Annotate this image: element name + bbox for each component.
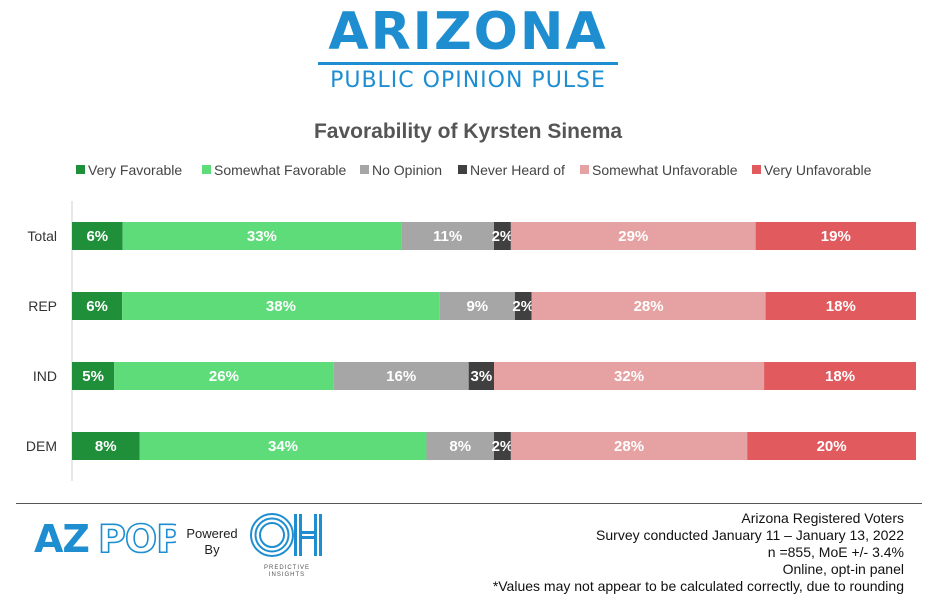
data-label: 6% <box>86 298 108 315</box>
legend-label: Somewhat Unfavorable <box>592 162 738 178</box>
legend-item-somewhat-unfavorable: Somewhat Unfavorable <box>580 162 738 178</box>
data-label: 11% <box>433 228 462 245</box>
azpop-logo: AZ POP <box>34 516 185 562</box>
data-label: 32% <box>614 368 644 385</box>
header-logo: ARIZONA PUBLIC OPINION PULSE <box>0 4 936 93</box>
legend-label: Very Unfavorable <box>764 162 872 178</box>
chart-legend: Very Favorable Somewhat Favorable No Opi… <box>76 162 926 180</box>
footer-divider <box>16 503 922 504</box>
category-label: REP <box>28 298 57 314</box>
bar-segment <box>510 222 756 250</box>
data-label: 38% <box>266 298 296 315</box>
data-label: 2% <box>492 228 514 245</box>
data-label: 34% <box>268 438 298 455</box>
legend-label: No Opinion <box>372 162 443 178</box>
legend-item-no-opinion: No Opinion <box>360 162 442 178</box>
logo-divider <box>318 62 618 65</box>
bar-segment <box>468 362 494 390</box>
data-label: 2% <box>492 438 514 455</box>
legend-swatch <box>580 165 589 174</box>
stacked-bar-chart: Total 6% 33% 11% 2% 29% 19% REP 6% 38% 9% 2% 28% 18% I… <box>26 201 916 481</box>
legend-label: Somewhat Favorable <box>214 162 347 178</box>
svg-text:AZ: AZ <box>34 517 89 556</box>
legend-swatch <box>752 165 761 174</box>
data-label: 33% <box>247 228 277 245</box>
bar-segment <box>333 362 469 390</box>
bar-segment <box>72 222 123 250</box>
category-label: IND <box>33 368 57 384</box>
data-label: 26% <box>209 368 239 385</box>
legend-label: Very Favorable <box>88 162 183 178</box>
bar-segment <box>401 222 494 250</box>
legend-swatch <box>360 165 369 174</box>
logo-subtitle: PUBLIC OPINION PULSE <box>330 68 606 93</box>
bar-segment <box>114 362 334 390</box>
note-population: Arizona Registered Voters <box>741 510 904 526</box>
data-label: 29% <box>618 228 648 245</box>
powered-by-label: Powered By <box>186 526 238 557</box>
chart-title: Favorability of Kyrsten Sinema <box>313 120 623 143</box>
bar-segment <box>426 432 494 460</box>
bar-segment <box>747 432 916 460</box>
bar-segment <box>439 292 515 320</box>
category-label: Total <box>27 228 57 244</box>
bar-segment <box>494 222 511 250</box>
legend-item-very-unfavorable: Very Unfavorable <box>752 162 871 178</box>
legend-item-very-favorable: Very Favorable <box>76 162 182 178</box>
data-label: 8% <box>449 438 471 455</box>
data-label: 18% <box>826 298 856 315</box>
bar-segment <box>531 292 766 320</box>
oh-predictive-insights-logo: PREDICTIVE INSIGHTS <box>248 510 326 579</box>
bar-segment <box>514 292 532 320</box>
legend-swatch <box>458 165 467 174</box>
oh-logo-mark <box>250 513 322 557</box>
bar-segment <box>755 222 916 250</box>
bar-segment <box>764 362 916 390</box>
legend-item-somewhat-favorable: Somewhat Favorable <box>202 162 346 178</box>
note-rounding: *Values may not appear to be calculated … <box>492 578 904 594</box>
bar-segment <box>494 362 765 390</box>
data-label: 5% <box>82 368 104 385</box>
data-label: 9% <box>466 298 488 315</box>
note-method: Online, opt-in panel <box>782 561 904 577</box>
data-label: 20% <box>817 438 847 455</box>
logo-wordmark: ARIZONA <box>328 2 608 62</box>
legend-label: Never Heard of <box>470 162 565 178</box>
bar-segment <box>122 292 440 320</box>
bar-segment <box>122 222 402 250</box>
bar-segment <box>72 432 140 460</box>
legend-swatch <box>202 165 211 174</box>
oh-logo-caption: PREDICTIVE INSIGHTS <box>263 565 310 578</box>
data-label: 28% <box>614 438 644 455</box>
data-label: 8% <box>95 438 117 455</box>
legend-swatch <box>76 165 85 174</box>
data-label: 28% <box>634 298 664 315</box>
note-sample: n =855, MoE +/- 3.4% <box>767 544 904 560</box>
survey-notes: Arizona Registered Voters Survey conduct… <box>493 510 904 595</box>
data-label: 2% <box>512 298 534 315</box>
legend-item-never-heard: Never Heard of <box>458 162 565 178</box>
bar-segment <box>139 432 427 460</box>
azpop-logo-mark: AZ POP <box>34 516 185 562</box>
data-label: 18% <box>825 368 855 385</box>
bar-segment <box>494 432 511 460</box>
note-dates: Survey conducted January 11 – January 13… <box>596 527 904 543</box>
bar-segment <box>765 292 916 320</box>
svg-text:POP: POP <box>98 517 176 556</box>
data-label: 16% <box>386 368 416 385</box>
bar-segment <box>72 362 115 390</box>
data-label: 6% <box>86 228 108 245</box>
category-label: DEM <box>26 438 57 454</box>
data-label: 3% <box>470 368 492 385</box>
bar-segment <box>510 432 748 460</box>
bar-segment <box>72 292 123 320</box>
data-label: 19% <box>821 228 851 245</box>
